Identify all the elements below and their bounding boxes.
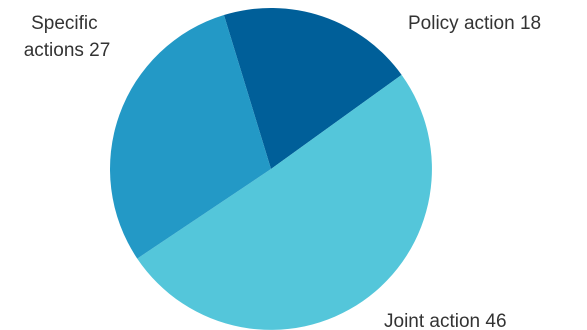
- label-policy-action: Policy action 18: [408, 13, 541, 34]
- label-joint-action: Joint action 46: [384, 311, 507, 330]
- pie-slices: [109, 7, 432, 330]
- pie-slice-policy-action: [223, 7, 402, 169]
- pie-slice-joint-action: [137, 74, 432, 330]
- label-specific-actions: Specific actions 27: [24, 13, 111, 61]
- pie-slice-specific-actions: [109, 15, 271, 259]
- label-specific-actions-line2: actions 27: [24, 40, 111, 61]
- label-specific-actions-line1: Specific: [31, 13, 98, 34]
